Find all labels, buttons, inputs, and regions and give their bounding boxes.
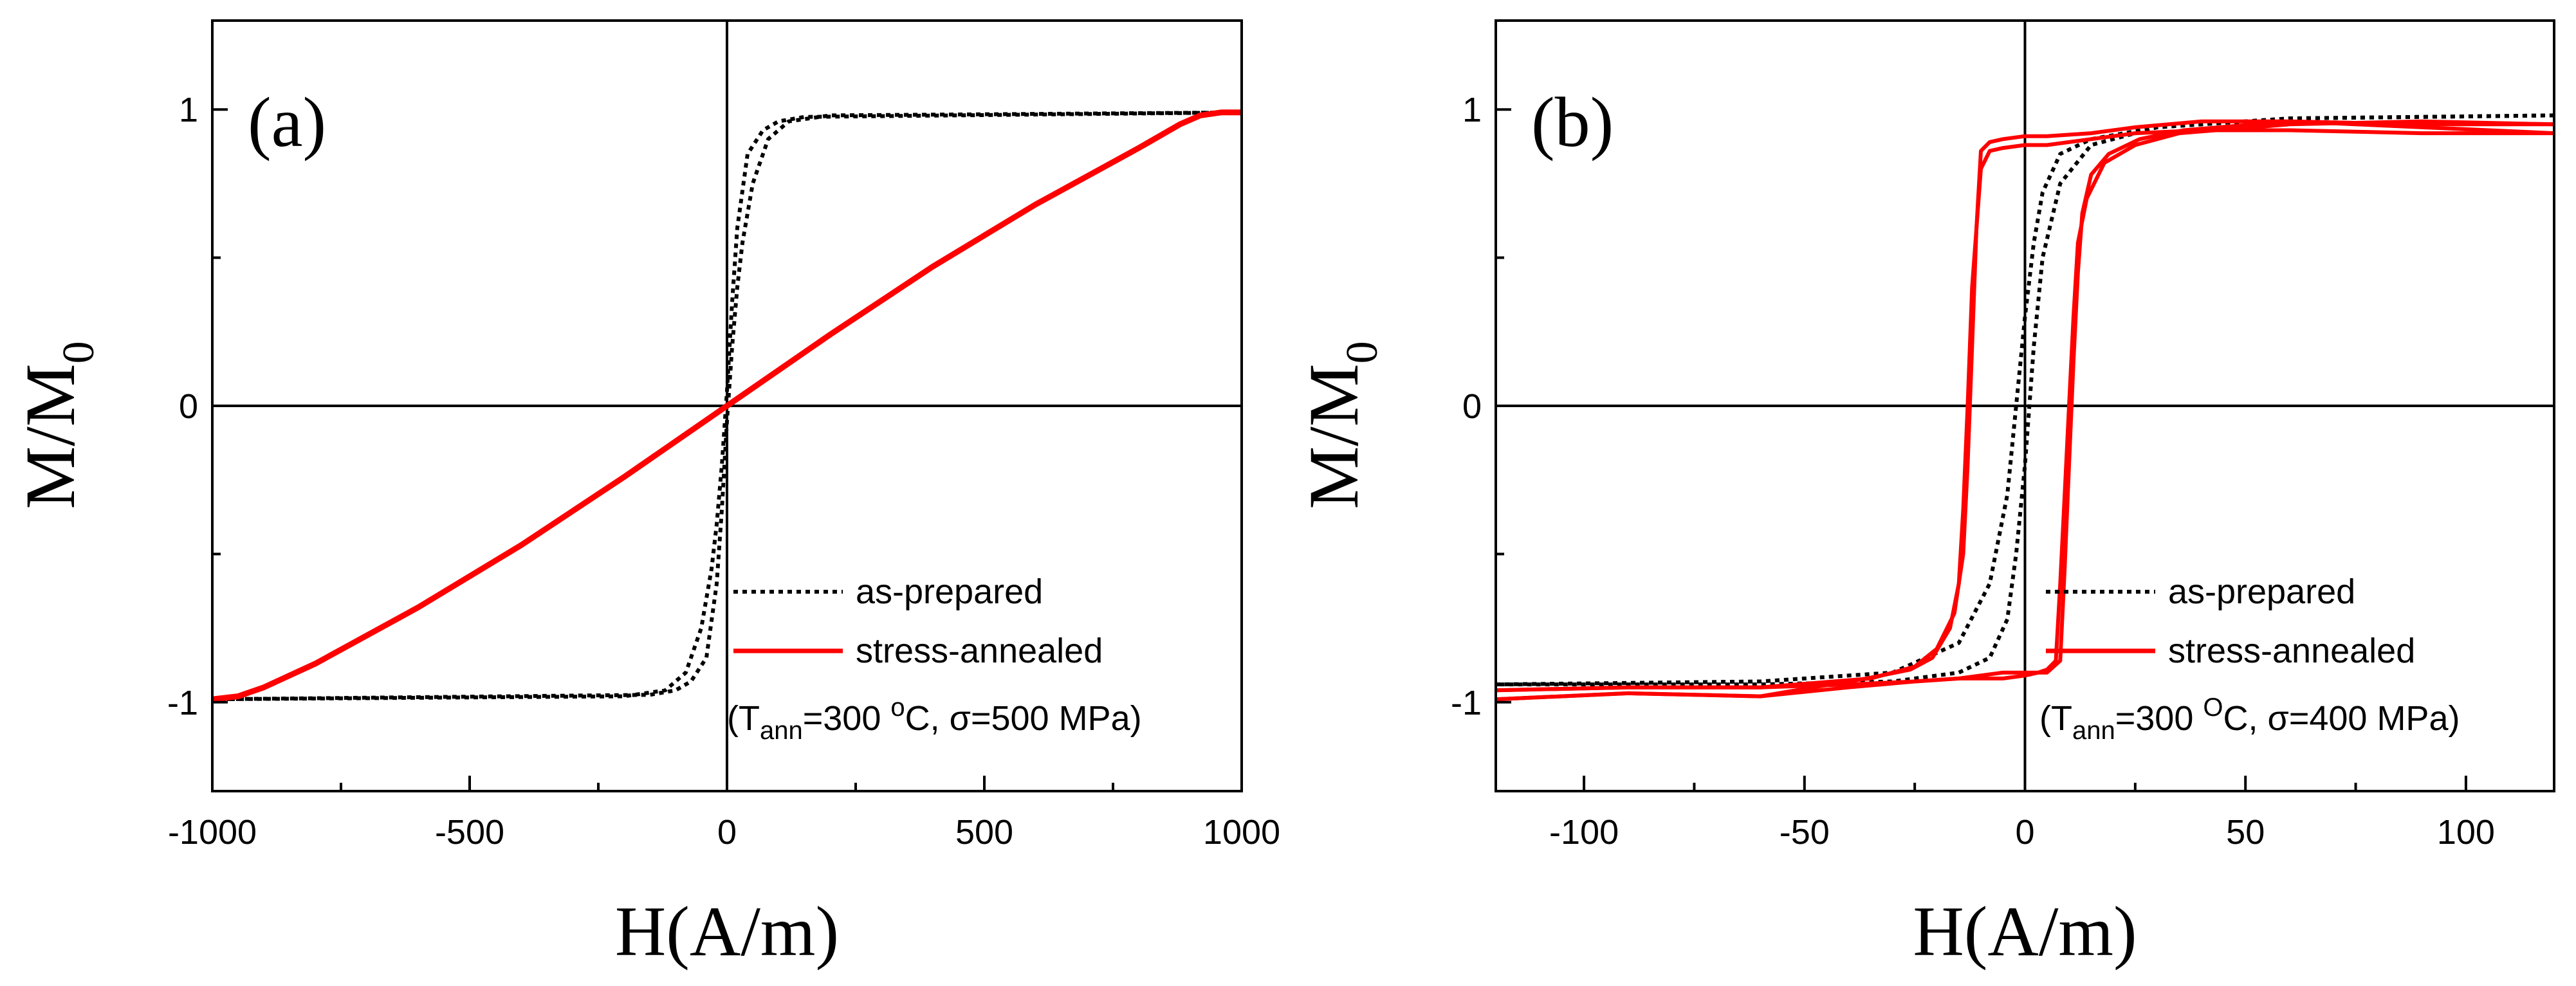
x-tick-label: 0 bbox=[717, 813, 737, 852]
panel-label: (a) bbox=[248, 83, 326, 161]
y-tick-label: -1 bbox=[1451, 684, 1482, 722]
x-axis-title: H(A/m) bbox=[1913, 892, 2137, 971]
panel-a: -1000 -500 0 500 1000 -1 0 1 (a) H(A/m) M/M0 as-pre… bbox=[11, 19, 1280, 971]
x-tick-label: 100 bbox=[2437, 813, 2495, 852]
series-stress-annealed-branch-1 bbox=[212, 109, 1242, 702]
y-tick-label: 1 bbox=[179, 91, 198, 129]
legend-label-stress-annealed: stress-annealed bbox=[856, 632, 1103, 670]
annotation: (Tann=300 OC, σ=400 MPa) bbox=[2039, 693, 2460, 745]
series-as-prepared-branch-1 bbox=[1495, 113, 2555, 687]
x-tick-label: 0 bbox=[2015, 813, 2034, 852]
legend: as-prepared stress-annealed bbox=[2046, 572, 2415, 670]
annotation: (Tann=300 oC, σ=500 MPa) bbox=[727, 693, 1142, 745]
x-tick-label: -50 bbox=[1780, 813, 1830, 852]
series-stress-annealed-branch-4 bbox=[1495, 119, 2555, 702]
legend-label-as-prepared: as-prepared bbox=[2168, 572, 2355, 611]
x-tick-label: -1000 bbox=[168, 813, 257, 852]
y-tick-label: 0 bbox=[1462, 387, 1482, 426]
legend: as-prepared stress-annealed bbox=[733, 572, 1103, 670]
x-tick-label: -100 bbox=[1549, 813, 1619, 852]
legend-label-stress-annealed: stress-annealed bbox=[2168, 632, 2415, 670]
y-axis-title: M/M0 bbox=[11, 341, 104, 509]
x-axis-title: H(A/m) bbox=[615, 892, 839, 971]
series-as-prepared-branch-2 bbox=[1496, 113, 2555, 687]
legend-label-as-prepared: as-prepared bbox=[856, 572, 1043, 611]
y-tick-label: 1 bbox=[1462, 91, 1482, 129]
y-tick-label: 0 bbox=[179, 387, 198, 426]
x-tick-label: 1000 bbox=[1203, 813, 1280, 852]
panel-b: -100 -50 0 50 100 -1 0 1 (b) H(A/m) M/M0 as-prepare… bbox=[1294, 19, 2555, 971]
x-tick-label: 50 bbox=[2226, 813, 2265, 852]
y-tick-label: -1 bbox=[167, 684, 198, 722]
y-axis-title: M/M0 bbox=[1294, 341, 1387, 509]
panel-label: (b) bbox=[1531, 83, 1614, 161]
x-tick-label: -500 bbox=[435, 813, 504, 852]
x-tick-label: 500 bbox=[955, 813, 1013, 852]
